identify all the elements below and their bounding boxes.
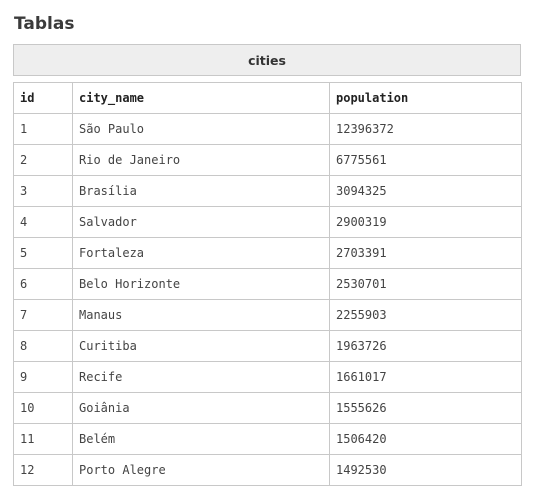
cell-city-name: Manaus — [72, 299, 330, 331]
cell-city-name: Belém — [72, 423, 330, 455]
cell-id: 9 — [13, 361, 73, 393]
cell-city-name: Goiânia — [72, 392, 330, 424]
cell-city-name: Salvador — [72, 206, 330, 238]
cell-id: 4 — [13, 206, 73, 238]
cell-population: 2900319 — [329, 206, 522, 238]
cell-population: 1963726 — [329, 330, 522, 362]
cell-population: 2530701 — [329, 268, 522, 300]
column-header-population: population — [329, 82, 522, 114]
table-row: 3 Brasília 3094325 — [13, 175, 522, 207]
cell-id: 11 — [13, 423, 73, 455]
table-row: 1 São Paulo 12396372 — [13, 113, 522, 145]
cell-population: 1555626 — [329, 392, 522, 424]
cell-id: 8 — [13, 330, 73, 362]
cell-city-name: Fortaleza — [72, 237, 330, 269]
cell-city-name: Rio de Janeiro — [72, 144, 330, 176]
cell-city-name: Brasília — [72, 175, 330, 207]
table-body: 1 São Paulo 12396372 2 Rio de Janeiro 6775561… — [13, 113, 522, 486]
cell-city-name: Curitiba — [72, 330, 330, 362]
table-row: 5 Fortaleza 2703391 — [13, 237, 522, 269]
cell-population: 2255903 — [329, 299, 522, 331]
cities-table: id city_name population 1 São Paulo 123963… — [13, 82, 522, 486]
cell-city-name: Porto Alegre — [72, 454, 330, 486]
table-row: 6 Belo Horizonte 2530701 — [13, 268, 522, 300]
page-title: Tablas — [14, 14, 75, 34]
cell-id: 3 — [13, 175, 73, 207]
cell-id: 6 — [13, 268, 73, 300]
cell-population: 1506420 — [329, 423, 522, 455]
table-caption: cities — [13, 44, 521, 76]
column-header-id: id — [13, 82, 73, 114]
cell-population: 2703391 — [329, 237, 522, 269]
cell-id: 12 — [13, 454, 73, 486]
table-row: 11 Belém 1506420 — [13, 423, 522, 455]
cell-id: 2 — [13, 144, 73, 176]
table-row: 10 Goiânia 1555626 — [13, 392, 522, 424]
cell-city-name: São Paulo — [72, 113, 330, 145]
column-header-city-name: city_name — [72, 82, 330, 114]
table-row: 8 Curitiba 1963726 — [13, 330, 522, 362]
table-row: 9 Recife 1661017 — [13, 361, 522, 393]
cell-city-name: Belo Horizonte — [72, 268, 330, 300]
table-row: 7 Manaus 2255903 — [13, 299, 522, 331]
table-header-row: id city_name population — [13, 82, 522, 114]
cell-population: 6775561 — [329, 144, 522, 176]
cell-population: 3094325 — [329, 175, 522, 207]
cell-id: 10 — [13, 392, 73, 424]
table-row: 4 Salvador 2900319 — [13, 206, 522, 238]
table-row: 2 Rio de Janeiro 6775561 — [13, 144, 522, 176]
cell-population: 1492530 — [329, 454, 522, 486]
cell-population: 1661017 — [329, 361, 522, 393]
table-row: 12 Porto Alegre 1492530 — [13, 454, 522, 486]
cell-id: 7 — [13, 299, 73, 331]
cell-population: 12396372 — [329, 113, 522, 145]
cell-city-name: Recife — [72, 361, 330, 393]
cell-id: 1 — [13, 113, 73, 145]
cell-id: 5 — [13, 237, 73, 269]
